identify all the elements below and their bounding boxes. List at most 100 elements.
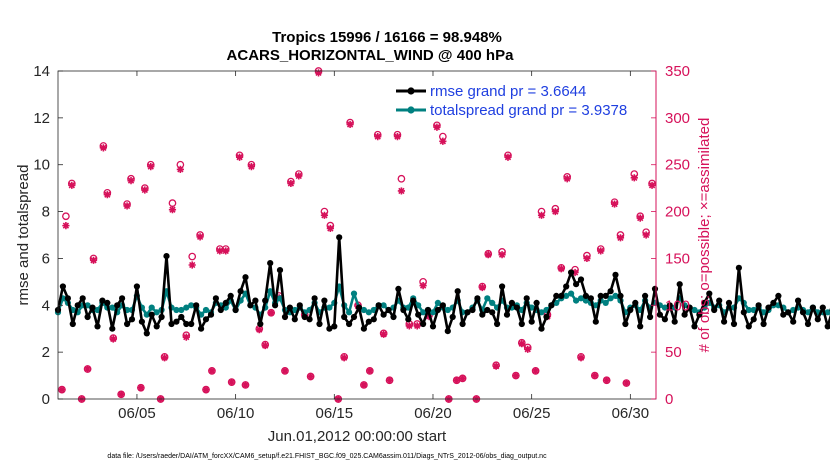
rmse-point bbox=[365, 318, 372, 325]
rmse-point bbox=[661, 316, 669, 323]
obs-assimilated-point bbox=[636, 214, 644, 222]
rmse-point bbox=[785, 309, 792, 316]
rmse-point bbox=[227, 292, 234, 299]
rmse-point bbox=[538, 325, 545, 332]
obs-assimilated-point bbox=[537, 211, 546, 219]
totalspread-point bbox=[202, 306, 210, 314]
totalspread-point bbox=[563, 292, 570, 299]
rmse-point bbox=[173, 318, 180, 325]
rmse-point bbox=[193, 302, 200, 309]
rmse-point bbox=[163, 253, 170, 260]
obs-assimilated-point bbox=[597, 247, 605, 255]
obs-assimilated-point bbox=[385, 376, 394, 384]
rmse-point bbox=[528, 318, 535, 325]
rmse-point bbox=[380, 311, 387, 318]
rmse-point bbox=[375, 302, 382, 309]
obs-assimilated-point bbox=[137, 384, 145, 392]
y-tick-label: 4 bbox=[42, 297, 50, 314]
obs-assimilated-point bbox=[196, 233, 204, 241]
obs-assimilated-point bbox=[453, 376, 461, 384]
rmse-point bbox=[721, 318, 728, 325]
rmse-point bbox=[494, 320, 501, 328]
totalspread-point bbox=[824, 309, 830, 316]
totalspread-point bbox=[484, 295, 491, 302]
rmse-point bbox=[306, 316, 313, 323]
rmse-point bbox=[143, 330, 150, 337]
obs-assimilated-point bbox=[168, 206, 177, 214]
rmse-point bbox=[647, 313, 654, 321]
rmse-point bbox=[587, 295, 595, 302]
y-tick-label: 6 bbox=[42, 250, 50, 267]
obs-assimilated-point bbox=[320, 211, 329, 219]
rmse-point bbox=[558, 292, 565, 299]
obs-assimilated-point bbox=[216, 247, 224, 255]
rmse-point bbox=[262, 297, 269, 304]
rmse-point bbox=[809, 304, 817, 311]
rmse-point bbox=[474, 295, 481, 302]
totalspread-point bbox=[661, 304, 669, 311]
legend-rmse-marker bbox=[407, 87, 415, 95]
rmse-point bbox=[701, 299, 708, 306]
rmse-point bbox=[124, 320, 131, 328]
rmse-point bbox=[84, 313, 91, 321]
rmse-point bbox=[745, 323, 752, 330]
rmse-point bbox=[89, 304, 96, 311]
rmse-point bbox=[666, 302, 673, 309]
rmse-point bbox=[563, 283, 570, 290]
rmse-point bbox=[814, 316, 821, 323]
rmse-point bbox=[79, 295, 86, 302]
rmse-point bbox=[464, 309, 471, 316]
rmse-point bbox=[795, 297, 802, 304]
rmse-point bbox=[178, 313, 185, 321]
rmse-point bbox=[311, 295, 318, 302]
obs-assimilated-point bbox=[141, 186, 149, 194]
totalspread-point bbox=[178, 306, 185, 314]
rmse-point bbox=[711, 306, 718, 314]
rmse-point bbox=[617, 292, 624, 299]
obs-assimilated-point bbox=[360, 381, 368, 389]
obs-assimilated-point bbox=[89, 256, 98, 264]
rmse-point bbox=[109, 325, 116, 332]
rmse-point bbox=[202, 316, 210, 323]
obs-assimilated-point bbox=[439, 137, 447, 145]
obs-assimilated-point bbox=[478, 283, 486, 292]
obs-assimilated-point bbox=[147, 162, 155, 171]
obs-assimilated-point bbox=[380, 330, 388, 338]
rmse-point bbox=[444, 328, 451, 335]
totalspread-point bbox=[429, 309, 437, 316]
y2-tick-label: 200 bbox=[665, 204, 690, 221]
rmse-point bbox=[671, 318, 678, 325]
totalspread-point bbox=[582, 297, 590, 304]
totalspread-point bbox=[143, 311, 150, 318]
totalspread-point bbox=[804, 309, 812, 316]
rmse-point bbox=[755, 302, 762, 309]
rmse-point bbox=[69, 320, 76, 328]
obs-assimilated-point bbox=[591, 371, 599, 380]
rmse-point bbox=[424, 306, 432, 314]
rmse-point bbox=[725, 299, 733, 306]
rmse-point bbox=[469, 306, 476, 314]
rmse-point bbox=[523, 295, 530, 302]
rmse-point bbox=[207, 311, 215, 318]
obs-assimilated-point bbox=[616, 234, 625, 242]
obs-assimilated-point bbox=[295, 172, 303, 180]
obs-assimilated-point bbox=[622, 379, 630, 387]
rmse-point bbox=[503, 311, 511, 318]
rmse-point bbox=[119, 295, 126, 302]
rmse-point bbox=[459, 320, 466, 328]
rmse-point bbox=[632, 299, 639, 306]
obs-assimilated-point bbox=[563, 175, 571, 183]
x-tick-label: 06/10 bbox=[217, 405, 255, 422]
rmse-point bbox=[454, 288, 461, 295]
obs-possible-point bbox=[62, 212, 70, 221]
rmse-point bbox=[222, 299, 229, 306]
obs-assimilated-point bbox=[551, 207, 559, 216]
rmse-point bbox=[198, 325, 205, 332]
rmse-point bbox=[301, 313, 308, 321]
obs-assimilated-point bbox=[109, 335, 117, 343]
rmse-point bbox=[681, 311, 688, 318]
rmse-point bbox=[158, 313, 165, 321]
totalspread-point bbox=[326, 304, 333, 311]
obs-assimilated-point bbox=[99, 144, 107, 152]
totalspread-point bbox=[380, 302, 387, 309]
